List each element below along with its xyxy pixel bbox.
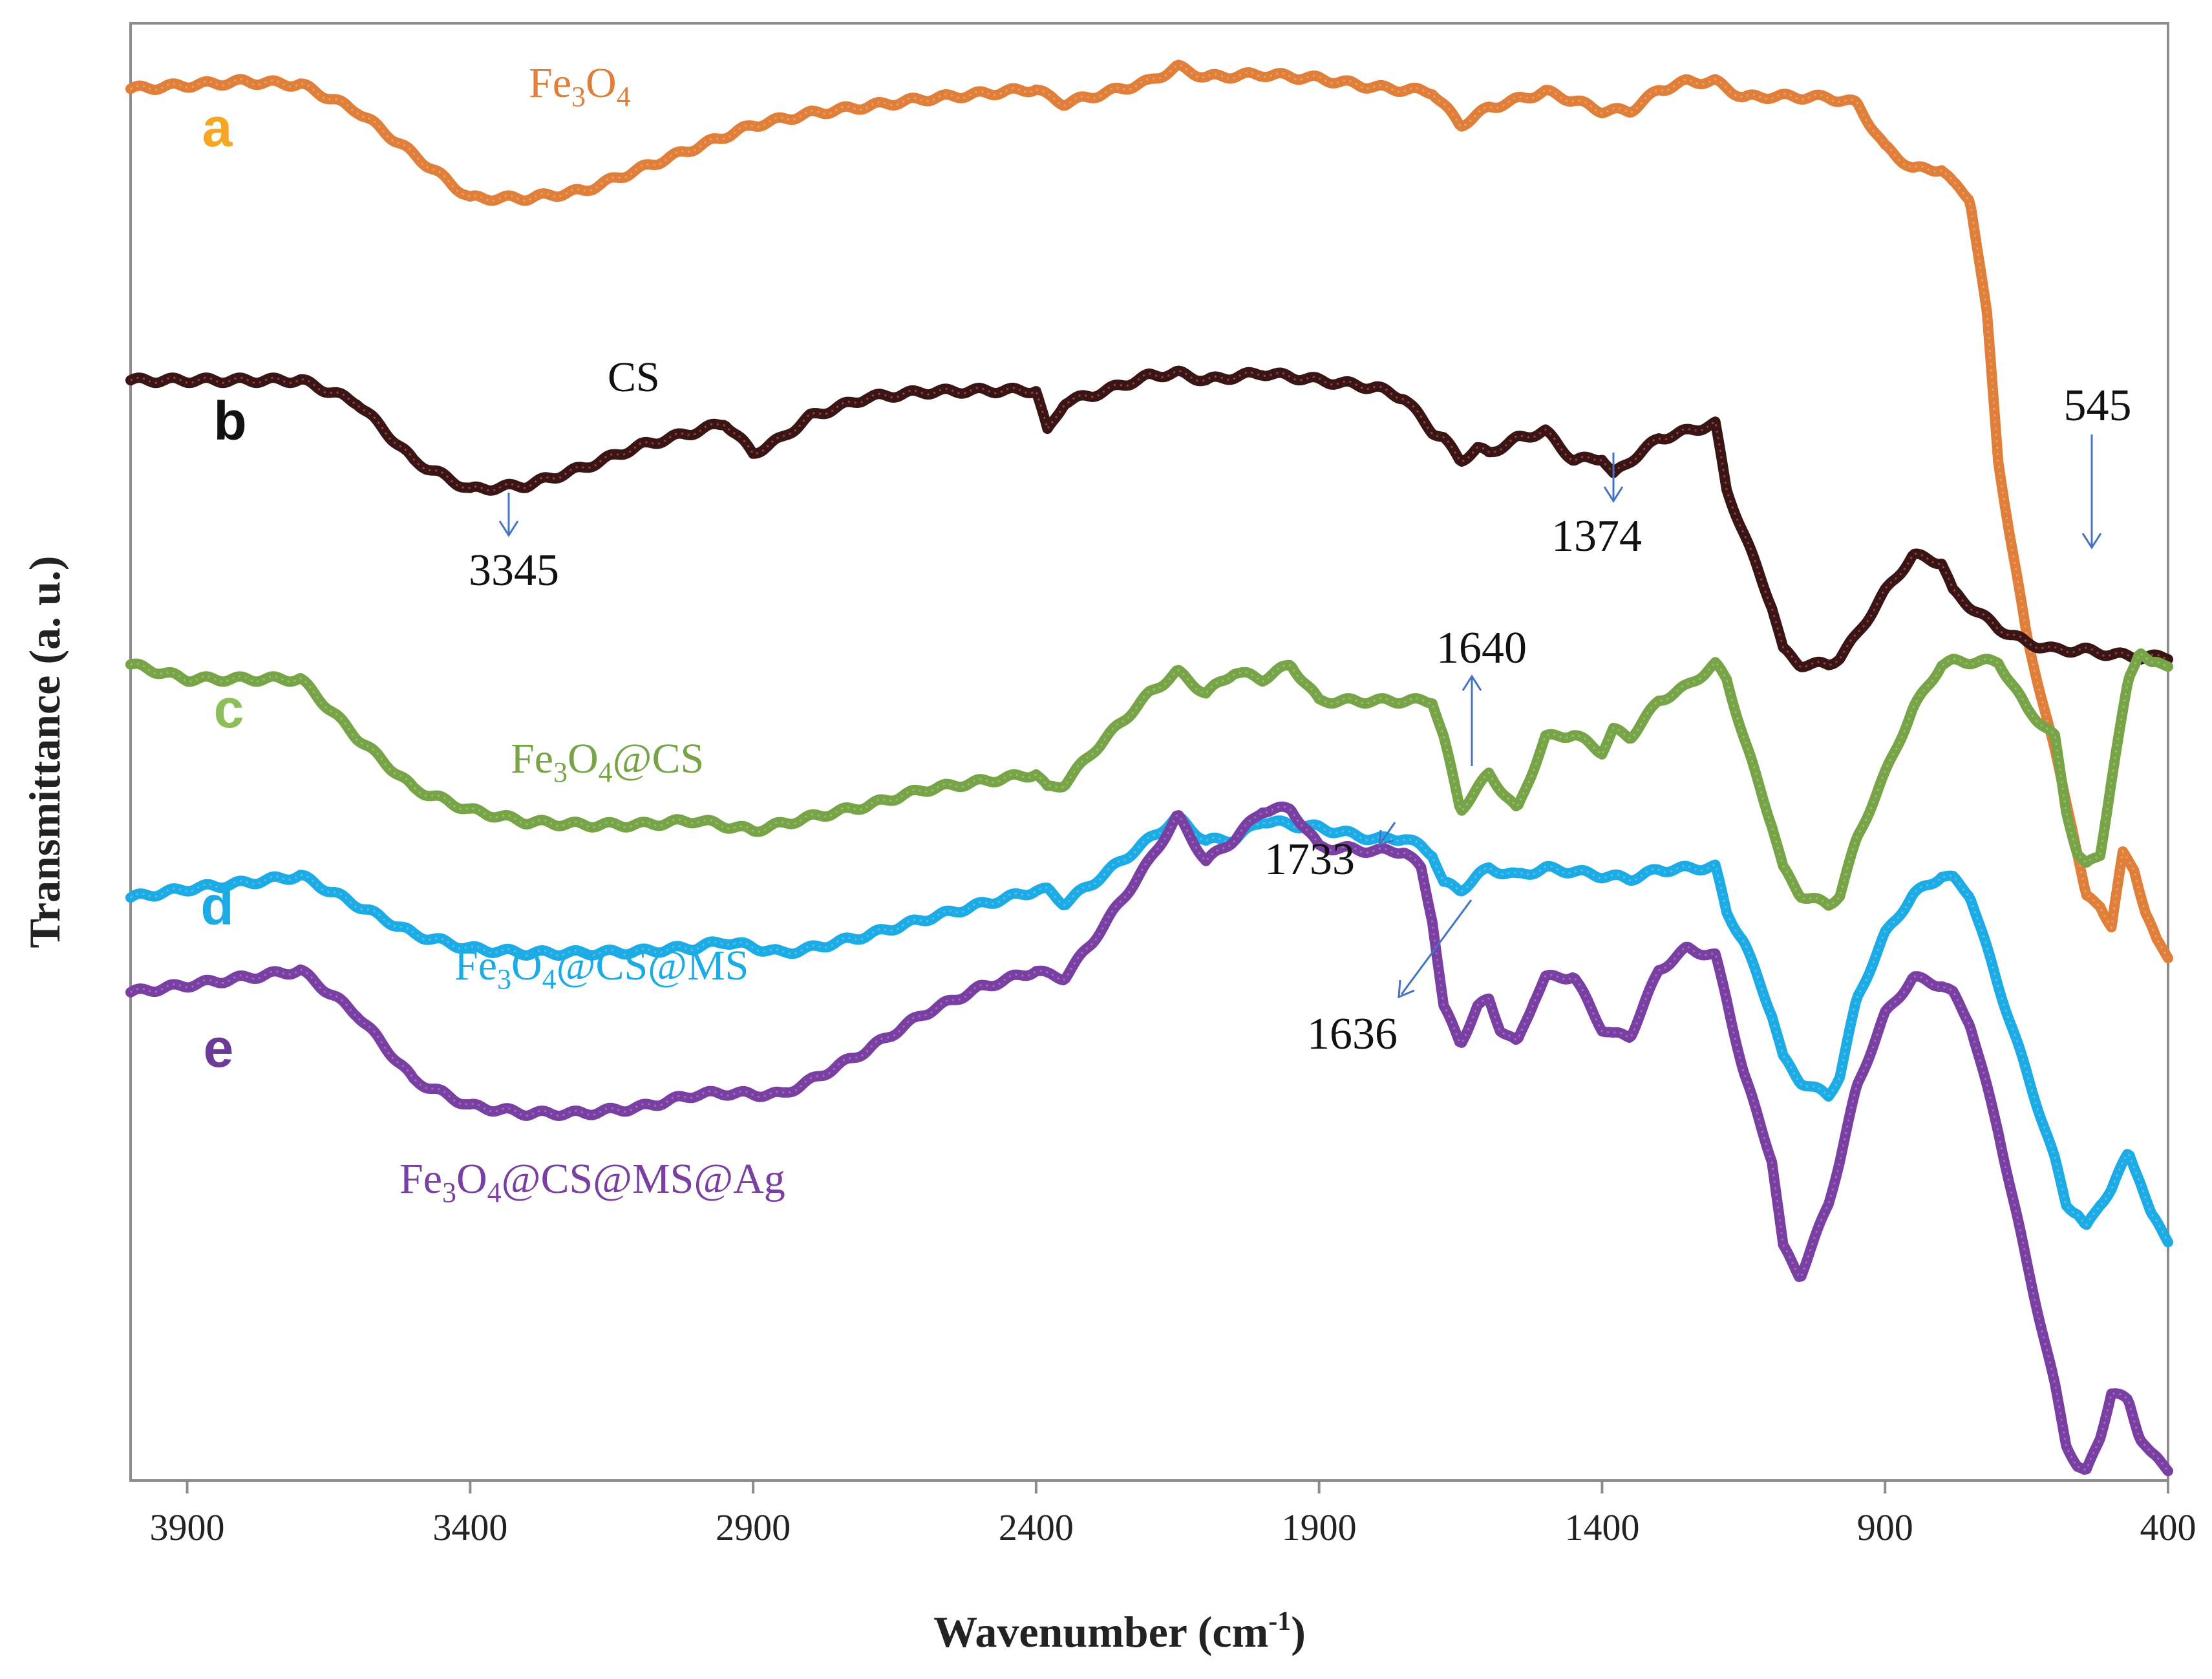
series-e-marker-texture (130, 806, 2169, 1472)
x-tick-label: 2400 (999, 1506, 1074, 1548)
series-e-letter: e (204, 1018, 234, 1078)
annotation-1733-arrowhead (1378, 829, 1394, 846)
annotation-1636-arrow (1400, 899, 1473, 995)
x-tick-label: 1900 (1282, 1506, 1357, 1548)
annotation-1374: 1374 (1551, 453, 1642, 561)
series-b-letter: b (213, 390, 246, 451)
series-b-marker-texture (130, 369, 2169, 668)
annotation-3345: 3345 (469, 493, 559, 595)
annotation-1640-label: 1640 (1436, 623, 1527, 673)
series-c-letter: c (214, 678, 244, 739)
annotation-545-arrowhead (2081, 533, 2102, 550)
series-layer (125, 59, 2173, 1477)
x-tick-label: 2900 (716, 1506, 791, 1548)
series-e-name: Fe3O4@CS@MS@Ag (399, 1155, 785, 1208)
annotation-1640-arrowhead (1462, 674, 1482, 691)
annotation-1374-label: 1374 (1551, 511, 1642, 561)
annotation-3345-arrowhead (498, 520, 519, 537)
plot-frame (129, 22, 2169, 1482)
x-tick-label: 400 (2140, 1506, 2196, 1548)
series-c-name: Fe3O4@CS (511, 735, 704, 788)
series-e-line (125, 801, 2173, 1477)
x-tick-label: 900 (1857, 1506, 1913, 1548)
annotation-1636: 1636 (1307, 899, 1473, 1059)
series-c-line (125, 648, 2173, 911)
series-a-line (125, 59, 2173, 963)
annotation-545-label: 545 (2064, 381, 2132, 431)
x-axis-title: Wavenumber (cm-1) (933, 1607, 1306, 1656)
x-tick-label: 1400 (1564, 1506, 1639, 1548)
x-axis-title-superscript: -1 (1268, 1607, 1291, 1636)
x-tick-label: 3900 (150, 1506, 225, 1548)
series-d-line (125, 811, 2173, 1248)
series-b-line (125, 365, 2173, 672)
annotation-1640: 1640 (1436, 623, 1527, 766)
annotation-1733-label: 1733 (1264, 835, 1355, 884)
series-a-name: Fe3O4 (529, 59, 631, 112)
x-tick-label: 3400 (432, 1506, 507, 1548)
annotation-1733-arrow (1379, 822, 1396, 844)
series-d-name: Fe3O4@CS@MS (454, 942, 749, 995)
annotation-1636-arrowhead (1398, 979, 1415, 999)
annotation-1733: 1733 (1264, 822, 1396, 884)
y-axis-title: Transmittance (a. u.) (20, 556, 69, 948)
tick-layer: 3900 3400 2900 2400 1900 1400 900 400 (150, 1481, 2196, 1548)
series-b-name: CS (608, 354, 660, 401)
x-axis-title-end: ) (1291, 1607, 1306, 1656)
annotation-1636-label: 1636 (1307, 1009, 1398, 1059)
series-a-letter: a (202, 97, 233, 158)
annotation-1374-arrowhead (1603, 486, 1624, 503)
annotation-3345-label: 3345 (469, 546, 559, 595)
series-d-letter: d (200, 875, 233, 936)
annotation-545: 545 (2064, 381, 2132, 550)
